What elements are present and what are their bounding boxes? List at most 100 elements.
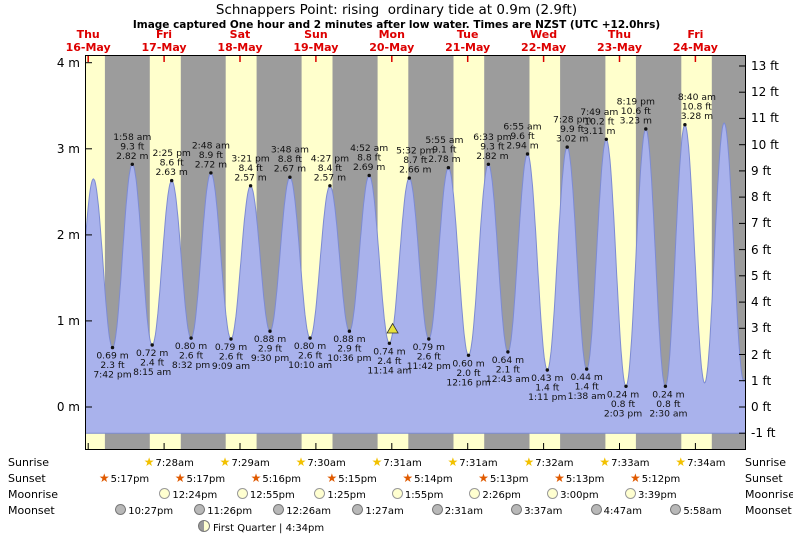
moonrise-icon [236,488,248,499]
tide-extreme-dot [308,336,312,340]
sunrise-time-text: 7:34am [687,458,726,469]
foot-axis-label: 9 ft [751,163,772,178]
moonset-time-text: 1:27am [365,506,404,517]
tide-extreme-dot [545,368,549,372]
moonset-row-label-right: Moonset [745,504,792,517]
moonrise-row-label-right: Moonrise [745,488,793,501]
low-tide-label: 0.72 m 2.4 ft 8:15 am [133,348,171,378]
sunrise-time: ★7:28am [144,456,194,469]
sunset-time: ★5:13pm [478,472,528,485]
tide-chart-plot: 0.69 m 2.3 ft 7:42 pm 1:58 am 9.3 ft 2.82 m 0.… [85,55,746,450]
tide-extreme-dot [466,353,471,357]
sunrise-time: ★7:31am [448,456,498,469]
sunrise-time-text: 7:29am [231,458,270,469]
sunrise-star-icon: ★ [143,455,155,469]
sunrise-time-text: 7:30am [307,458,346,469]
tide-extreme-dot [209,171,213,175]
sunset-star-icon: ★ [250,471,262,485]
low-tide-label: 0.79 m 2.6 ft 9:09 am [212,342,250,372]
high-tide-label: 6:55 am 9.6 ft 2.94 m [503,122,541,152]
day-label: Tue 21-May [445,28,491,54]
meter-axis-label: 3 m [56,141,80,156]
foot-axis-label: 10 ft [751,137,779,152]
high-tide-label: 2:48 am 8.9 ft 2.72 m [192,140,230,170]
tide-extreme-dot [407,176,411,180]
sunset-star-icon: ★ [98,471,110,485]
sunset-star-icon: ★ [478,471,489,485]
sunrise-star-icon: ★ [523,455,535,469]
moonset-icon [431,504,443,515]
day-label: Fri 17-May [141,28,187,54]
high-tide-label: 8:40 am 10.8 ft 3.28 m [678,92,716,122]
tide-extreme-dot [189,336,193,340]
foot-axis-label: 13 ft [751,58,779,73]
page-title: Schnappers Point: rising ordinary tide a… [215,2,578,18]
sunset-time: ★5:17pm [99,472,149,485]
high-tide-label: 3:21 pm 8.4 ft 2.57 m [231,153,269,183]
sunset-star-icon: ★ [326,471,338,485]
sunset-time: ★5:12pm [630,472,680,485]
day-label: Fri 24-May [672,28,718,54]
meter-axis-label: 4 m [56,55,80,70]
sunset-time-text: 5:17pm [186,474,226,485]
sunrise-time: ★7:32am [523,456,573,469]
tide-extreme-dot [150,343,154,347]
tide-extreme-dot [268,329,272,333]
moonrise-time-text: 2:26pm [482,490,521,501]
moonset-time-text: 11:26pm [207,506,253,517]
moonset-time-text: 12:26am [286,506,331,517]
low-tide-label: 0.24 m 0.8 ft 2:30 am [649,389,687,419]
foot-axis-label: 1 ft [751,373,772,388]
moonrise-time: 3:39pm [625,488,677,501]
tide-extreme-dot [446,166,451,170]
moonset-time: 2:31am [431,504,483,517]
sunset-time: ★5:15pm [326,472,376,485]
tide-extreme-dot [248,184,253,188]
foot-axis-label: 11 ft [751,111,779,126]
moonrise-time-text: 1:25pm [327,490,366,501]
day-label: Thu 16-May [65,28,111,54]
sunset-time-text: 5:12pm [641,474,681,485]
sunrise-star-icon: ★ [675,455,687,469]
low-tide-label: 0.44 m 1.4 ft 1:38 am [568,372,606,402]
high-tide-label: 7:28 pm 9.9 ft 3.02 m [553,115,591,145]
sunrise-row-label-right: Sunrise [745,456,787,469]
moonrise-time: 12:24pm [159,488,217,501]
moon-phase: First Quarter | 4:34pm [198,520,324,534]
sunrise-time-text: 7:31am [383,458,422,469]
moonset-time: 4:47am [590,504,642,517]
day-label: Sun 19-May [293,28,339,54]
sunset-star-icon: ★ [629,471,641,485]
sunrise-time: ★7:31am [372,456,422,469]
sunset-time-text: 5:14pm [414,474,453,485]
moonset-time: 5:58am [670,504,722,517]
tide-extreme-dot [683,123,687,127]
sunset-time: ★5:14pm [402,472,452,485]
sunset-time-text: 5:17pm [110,474,150,485]
low-tide-label: 0.74 m 2.4 ft 11:14 am [367,346,411,376]
high-tide-label: 2:25 pm 8.6 ft 2.63 m [153,148,191,178]
tide-extreme-dot [525,152,530,156]
page-subtitle: Image captured One hour and 2 minutes af… [132,19,661,31]
foot-axis-label: 0 ft [751,399,772,414]
tide-extreme-dot [565,145,569,149]
moonrise-time-text: 3:39pm [638,490,677,501]
foot-axis-label: 5 ft [751,268,772,283]
sunrise-time: ★7:30am [296,456,346,469]
moonrise-time-text: 12:55pm [249,490,295,501]
foot-axis-label: 12 ft [751,85,779,100]
day-label: Thu 23-May [596,28,643,54]
tide-extreme-dot [288,175,292,179]
moon-phase-text: First Quarter | 4:34pm [213,523,325,534]
moonrise-time: 12:55pm [236,488,295,501]
moonrise-time: 2:26pm [469,488,521,501]
tide-extreme-dot [585,367,589,371]
sunrise-star-icon: ★ [295,455,307,469]
day-label: Wed 22-May [521,28,567,54]
sunset-time-text: 5:15pm [338,474,377,485]
moonset-icon [670,504,682,515]
moonset-row-label-left: Moonset [8,504,55,517]
sunset-time: ★5:16pm [251,472,301,485]
moonset-icon [352,504,364,515]
sunset-row-label-right: Sunset [745,472,783,485]
